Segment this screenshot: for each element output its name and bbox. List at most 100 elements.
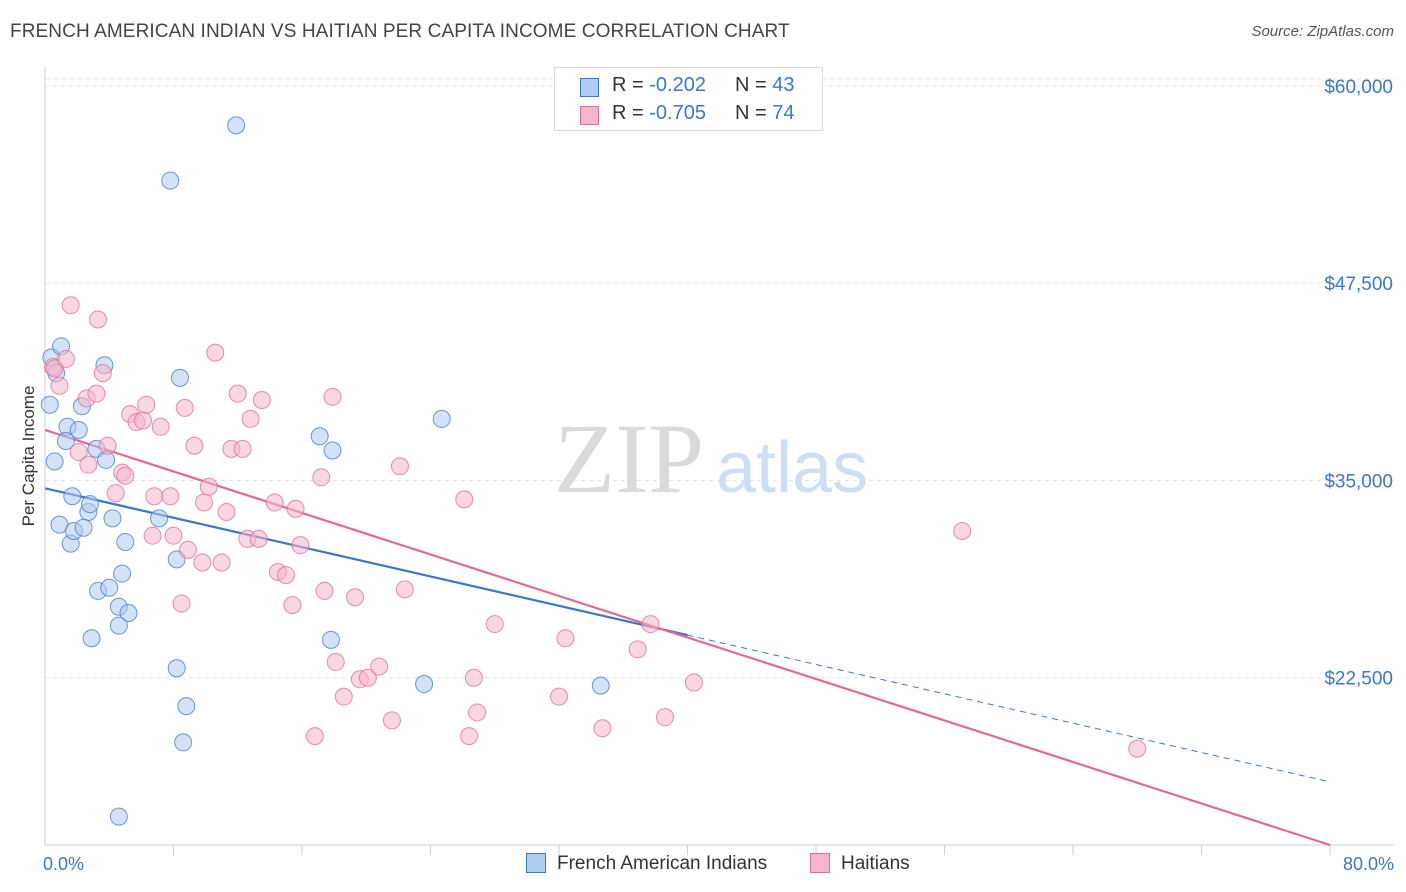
data-point (61, 296, 80, 315)
data-point (415, 675, 434, 694)
x-tick-label-max: 80.0% (1343, 854, 1394, 874)
y-tick-label: $35,000 (1324, 471, 1393, 492)
data-point (358, 668, 377, 687)
data-point (382, 711, 401, 730)
data-point (40, 395, 59, 414)
data-point (151, 417, 170, 436)
data-point (82, 629, 101, 648)
data-point (100, 578, 119, 597)
data-point (178, 540, 197, 559)
series-legend: French American Indians Haitians (0, 852, 1406, 878)
data-point (212, 553, 231, 572)
data-point (217, 503, 236, 522)
data-point (177, 697, 196, 716)
data-point (321, 630, 340, 649)
data-points (40, 116, 1147, 826)
data-point (286, 499, 305, 518)
data-point (175, 398, 194, 417)
trend-line (44, 428, 1331, 847)
trend-line-extension (687, 634, 1331, 783)
legend-n: N = 43 (735, 74, 795, 96)
y-tick-label: $22,500 (1324, 669, 1393, 690)
y-tick-label: $47,500 (1324, 274, 1393, 295)
data-point (50, 376, 69, 395)
axes (44, 67, 1394, 846)
data-point (133, 411, 152, 430)
data-point (89, 310, 108, 329)
data-point (550, 687, 568, 706)
data-point (656, 708, 675, 727)
pink-swatch-icon (580, 106, 599, 125)
chart-source: Source: ZipAtlas.com (1251, 23, 1394, 40)
legend-label: Haitians (841, 853, 910, 874)
data-point (305, 727, 324, 746)
data-point (137, 395, 156, 414)
data-point (167, 659, 186, 678)
data-point (485, 615, 504, 634)
data-point (334, 687, 353, 706)
data-point (370, 657, 389, 676)
data-point (464, 668, 483, 687)
data-point (593, 719, 612, 738)
data-point (145, 487, 164, 506)
blue-swatch-icon (580, 78, 599, 97)
data-point (103, 509, 122, 528)
watermark-zip: ZIP (554, 403, 704, 514)
data-point (390, 457, 409, 476)
data-point (312, 468, 331, 487)
data-point (252, 390, 271, 409)
data-point (63, 487, 82, 506)
data-point (591, 676, 610, 695)
data-point (106, 484, 125, 503)
data-point (161, 171, 180, 190)
data-point (174, 733, 193, 752)
data-point (143, 526, 162, 545)
watermark: ZIP atlas (554, 403, 868, 514)
data-point (109, 807, 128, 826)
legend-row-haitians: R = -0.705 N = 74 (555, 100, 822, 128)
data-point (170, 368, 189, 387)
y-axis-title: Per Capita Income (19, 386, 38, 527)
data-point (684, 673, 703, 692)
data-point (395, 580, 414, 599)
data-point (315, 581, 334, 600)
legend-r: R = -0.202 (612, 74, 706, 96)
data-point (195, 493, 214, 512)
data-point (346, 588, 365, 607)
data-point (460, 727, 479, 746)
data-point (249, 529, 268, 548)
legend-r: R = -0.705 (612, 102, 706, 124)
data-point (69, 443, 88, 462)
data-point (323, 387, 342, 406)
legend-row-french-american-indians: R = -0.202 N = 43 (555, 72, 822, 100)
data-point (74, 518, 93, 537)
data-point (116, 533, 135, 552)
data-point (199, 477, 218, 496)
data-point (56, 349, 75, 368)
data-point (432, 409, 451, 428)
data-point (113, 564, 132, 583)
legend-n: N = 74 (735, 102, 795, 124)
data-point (233, 439, 252, 458)
stats-legend: R = -0.202 N = 43 R = -0.705 N = 74 (554, 67, 823, 131)
data-point (276, 566, 295, 585)
data-point (79, 455, 98, 474)
data-point (556, 629, 575, 648)
data-point (119, 604, 138, 623)
data-point (291, 536, 310, 555)
data-point (468, 703, 487, 722)
blue-swatch-icon (526, 853, 546, 873)
data-point (164, 526, 183, 545)
data-point (193, 553, 212, 572)
data-point (116, 466, 135, 485)
data-point (283, 596, 302, 615)
data-point (641, 615, 660, 634)
data-point (455, 490, 474, 509)
y-tick-label: $60,000 (1324, 77, 1393, 98)
data-point (45, 452, 64, 471)
data-point (265, 493, 284, 512)
data-point (93, 364, 112, 383)
data-point (326, 652, 345, 671)
data-point (953, 521, 972, 540)
